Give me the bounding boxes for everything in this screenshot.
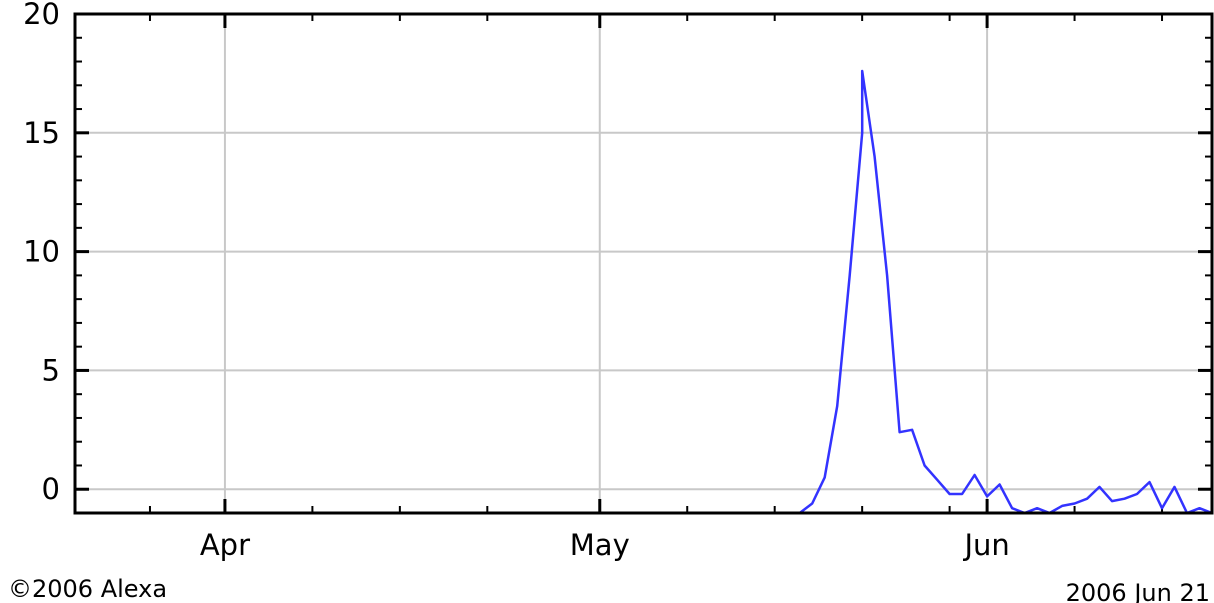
y-tick-label: 10 (23, 235, 60, 269)
series-layer (75, 69, 1213, 515)
x-tick-label: Jun (962, 528, 1009, 562)
grid (75, 13, 1212, 513)
y-tick-label: 20 (23, 0, 60, 31)
series-line (75, 69, 1213, 515)
plot-frame (73, 12, 1214, 515)
y-tick-label: 15 (23, 116, 60, 150)
x-tick-label: May (570, 528, 630, 562)
x-tick-label: Apr (200, 528, 250, 562)
tick-labels: 0 5 10 15 20 Apr May Jun (23, 0, 1010, 562)
y-tick-label: 0 (42, 472, 60, 506)
axis-ticks (75, 12, 1212, 513)
y-tick-label: 5 (42, 353, 60, 387)
copyright-text: ©2006 Alexa (8, 575, 167, 603)
date-stamp: 2006 Jun 21 (1066, 579, 1210, 603)
